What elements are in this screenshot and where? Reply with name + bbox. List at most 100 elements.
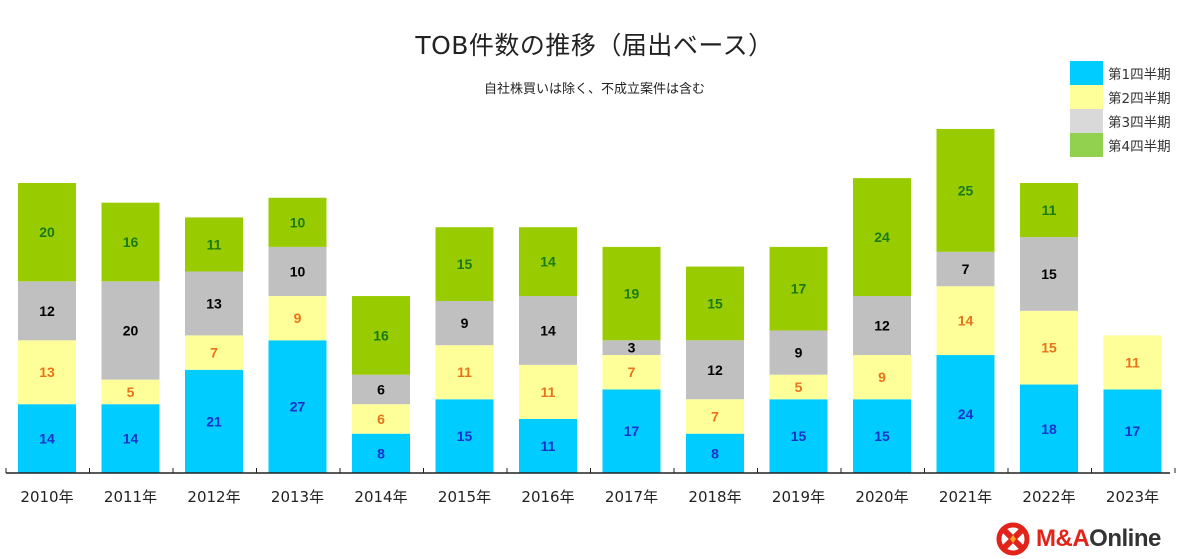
legend-label-q3: 第3四半期 (1108, 115, 1171, 131)
bar-segment-2018年-q1 (686, 433, 744, 473)
data-label: 25 (958, 182, 974, 198)
legend-label-q4: 第4四半期 (1108, 139, 1171, 155)
data-label: 20 (123, 322, 139, 338)
bar-segment-2020年-q3 (853, 296, 911, 356)
bar-segment-2011年-q4 (101, 202, 160, 282)
data-label: 9 (795, 345, 803, 361)
legend-item-q3: 第3四半期 (1070, 109, 1171, 133)
x-tick-label: 2021年 (939, 488, 992, 506)
bar-segment-2021年-q4 (936, 128, 995, 252)
data-label: 10 (290, 214, 306, 230)
bar-segment-2017年-q1 (602, 389, 661, 473)
bar-segment-2018年-q4 (686, 266, 744, 341)
bar-segment-2016年-q4 (519, 227, 577, 297)
bar-segment-2010年-q2 (18, 340, 76, 405)
data-label: 15 (457, 428, 473, 444)
bar-segment-2014年-q3 (352, 374, 410, 405)
bar-segment-2022年-q3 (1020, 237, 1078, 311)
data-label: 21 (206, 413, 222, 429)
data-label: 13 (206, 295, 222, 311)
bar-segment-2020年-q4 (853, 178, 911, 297)
bar-segment-2017年-q4 (602, 246, 661, 341)
data-label: 6 (377, 411, 385, 427)
data-label: 16 (123, 234, 139, 250)
bar-segment-2015年-q1 (435, 399, 494, 473)
x-tick-label: 2016年 (521, 488, 574, 506)
data-label: 16 (373, 327, 389, 343)
data-label: 15 (791, 428, 807, 444)
x-tick-label: 2013年 (271, 488, 324, 506)
data-label: 12 (874, 318, 890, 334)
data-label: 14 (958, 313, 974, 329)
bar-segment-2016年-q3 (519, 296, 577, 365)
bar-segment-2018年-q2 (686, 399, 744, 434)
bar-segment-2019年-q2 (769, 374, 828, 400)
bar-segment-2013年-q1 (268, 340, 327, 473)
data-label: 5 (127, 384, 135, 400)
bar-segment-2013年-q3 (268, 246, 327, 297)
data-label: 3 (628, 340, 636, 356)
bar-segment-2023年-q2 (1103, 335, 1162, 390)
data-label: 5 (795, 379, 803, 395)
data-label: 17 (791, 281, 807, 297)
bar-segment-2015年-q4 (435, 227, 494, 301)
data-label: 17 (1125, 423, 1141, 439)
data-label: 24 (958, 406, 974, 422)
data-label: 14 (540, 322, 556, 338)
bar-segment-2011年-q3 (101, 281, 160, 380)
data-label: 11 (457, 364, 472, 380)
data-label: 6 (377, 381, 385, 397)
x-tick-label: 2011年 (104, 488, 157, 506)
legend-swatch-q4 (1070, 133, 1103, 157)
logo-text-mark: M&A (1036, 525, 1090, 552)
data-label: 15 (1041, 340, 1057, 356)
data-label: 9 (294, 310, 302, 326)
data-label: 15 (707, 295, 723, 311)
data-label: 8 (377, 445, 385, 461)
data-label: 11 (541, 438, 556, 454)
data-label: 10 (290, 263, 306, 279)
bar-segment-2020年-q1 (853, 399, 911, 473)
m-and-a-online-logo: M&AOnline (996, 522, 1161, 556)
legend-item-q4: 第4四半期 (1070, 133, 1171, 157)
data-label: 15 (457, 256, 473, 272)
data-label: 13 (39, 364, 55, 380)
chart-title: TOB件数の推移（届出ベース） (415, 31, 774, 60)
logo-text: M&AOnline (1036, 525, 1161, 553)
bar-segment-2010年-q4 (18, 183, 76, 282)
legend-swatch-q1 (1070, 61, 1103, 85)
x-tick-label: 2018年 (688, 488, 741, 506)
bar-segment-2015年-q2 (435, 345, 494, 400)
bar-segment-2021年-q2 (936, 286, 995, 356)
chart-subtitle: 自社株買いは除く、不成立案件は含む (483, 82, 705, 97)
x-tick-label: 2017年 (605, 488, 658, 506)
data-label: 8 (711, 445, 719, 461)
bar-segment-2014年-q2 (352, 404, 410, 434)
bar-segment-2010年-q3 (18, 281, 76, 341)
x-tick-label: 2015年 (438, 488, 491, 506)
data-label: 9 (878, 369, 886, 385)
bar-segment-2019年-q1 (769, 399, 828, 473)
bar-segment-2022年-q2 (1020, 310, 1078, 385)
bar-segment-2014年-q4 (352, 296, 410, 375)
data-label: 15 (1041, 266, 1057, 282)
data-label: 7 (210, 345, 218, 361)
data-label: 27 (290, 399, 306, 415)
bar-segment-2012年-q1 (185, 369, 243, 473)
bar-segment-2014年-q1 (352, 433, 410, 473)
bar-segment-2022年-q1 (1020, 384, 1078, 473)
bar-segment-2011年-q2 (101, 379, 160, 405)
x-tick-label: 2022年 (1022, 488, 1075, 506)
data-label: 7 (711, 408, 719, 424)
bar-segment-2015年-q3 (435, 300, 494, 346)
bar-segment-2019年-q4 (769, 246, 828, 331)
data-label: 12 (39, 303, 55, 319)
bar-segment-2017年-q2 (602, 355, 661, 390)
bar-segment-2011年-q1 (101, 404, 160, 473)
legend-swatch-q2 (1070, 85, 1103, 109)
bar-segment-2013年-q2 (268, 296, 327, 341)
bar-segment-2023年-q1 (1103, 389, 1162, 473)
x-tick-label: 2019年 (772, 488, 825, 506)
data-label: 19 (624, 286, 640, 302)
data-label: 14 (540, 254, 556, 270)
